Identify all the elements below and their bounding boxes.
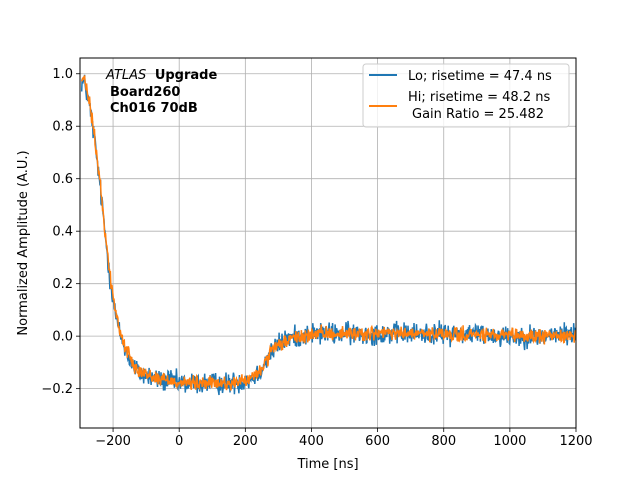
x-tick-label: 1200 (559, 434, 592, 449)
y-tick-label: 0.6 (52, 172, 73, 187)
series-line-hi (80, 75, 576, 391)
y-axis-label: Normalized Amplitude (A.U.) (16, 150, 31, 335)
legend: Lo; risetime = 47.4 ns Hi; risetime = 48… (362, 63, 570, 128)
x-tick-label: 200 (233, 434, 258, 449)
series-lines (80, 74, 576, 396)
axis-ticks: −200 0 200 400 600 800 1000 1200 −0.2 0.0 0.2 0.4 0.… (41, 67, 592, 449)
annotation-line-3: Ch016 70dB (110, 101, 198, 116)
x-tick-label: 1000 (493, 434, 526, 449)
annotation: ATLAS Upgrade Board260 Ch016 70dB (105, 68, 217, 116)
y-tick-label: 1.0 (52, 67, 73, 82)
annotation-atlas: ATLAS (105, 68, 146, 83)
x-tick-label: 400 (299, 434, 324, 449)
legend-label-hi: Hi; risetime = 48.2 ns (408, 90, 550, 105)
x-axis-label: Time [ns] (296, 457, 358, 472)
annotation-line-2: Board260 (110, 85, 180, 100)
x-tick-label: 0 (175, 434, 183, 449)
y-tick-label: 0.4 (52, 225, 73, 240)
x-tick-label: 600 (365, 434, 390, 449)
annotation-line-1: ATLAS Upgrade (105, 68, 217, 83)
legend-label-lo: Lo; risetime = 47.4 ns (408, 69, 552, 84)
x-tick-label: −200 (95, 434, 131, 449)
y-tick-label: 0.8 (52, 120, 73, 135)
y-tick-label: 0.0 (52, 330, 73, 345)
y-tick-label: −0.2 (41, 382, 73, 397)
legend-box (362, 63, 570, 128)
x-tick-label: 800 (431, 434, 456, 449)
y-tick-label: 0.2 (52, 277, 73, 292)
legend-label-gain-ratio: Gain Ratio = 25.482 (412, 107, 544, 122)
plot-frame (79, 57, 577, 429)
annotation-upgrade: Upgrade (155, 68, 218, 83)
